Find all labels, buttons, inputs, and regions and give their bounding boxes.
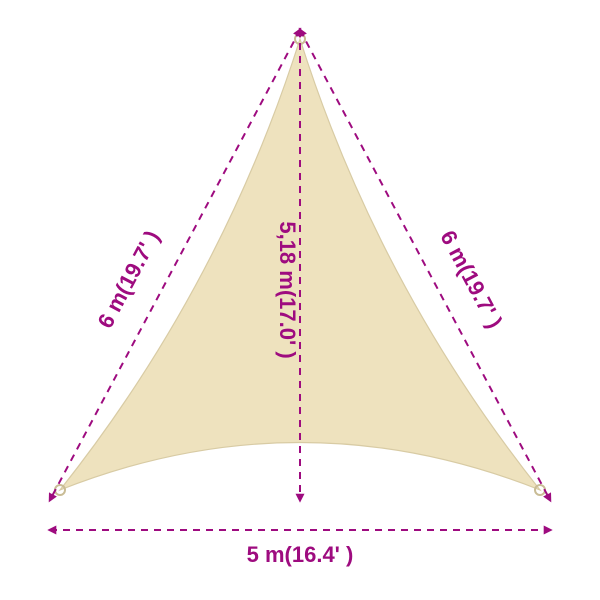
dimension-label-height: 5,18 m(17.0' ) — [275, 221, 300, 358]
dimension-label-bottom: 5 m(16.4' ) — [247, 542, 354, 567]
dimension-diagram: 6 m(19.7' )6 m(19.7' )5,18 m(17.0' )5 m(… — [0, 0, 600, 600]
